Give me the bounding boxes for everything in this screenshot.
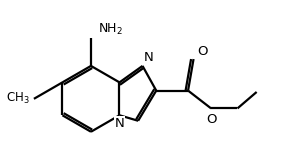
Text: CH$_3$: CH$_3$ bbox=[6, 91, 30, 106]
Text: O: O bbox=[206, 113, 216, 126]
Text: N: N bbox=[144, 51, 154, 64]
Text: N: N bbox=[115, 117, 124, 130]
Text: O: O bbox=[198, 45, 208, 58]
Text: NH$_2$: NH$_2$ bbox=[98, 22, 123, 37]
